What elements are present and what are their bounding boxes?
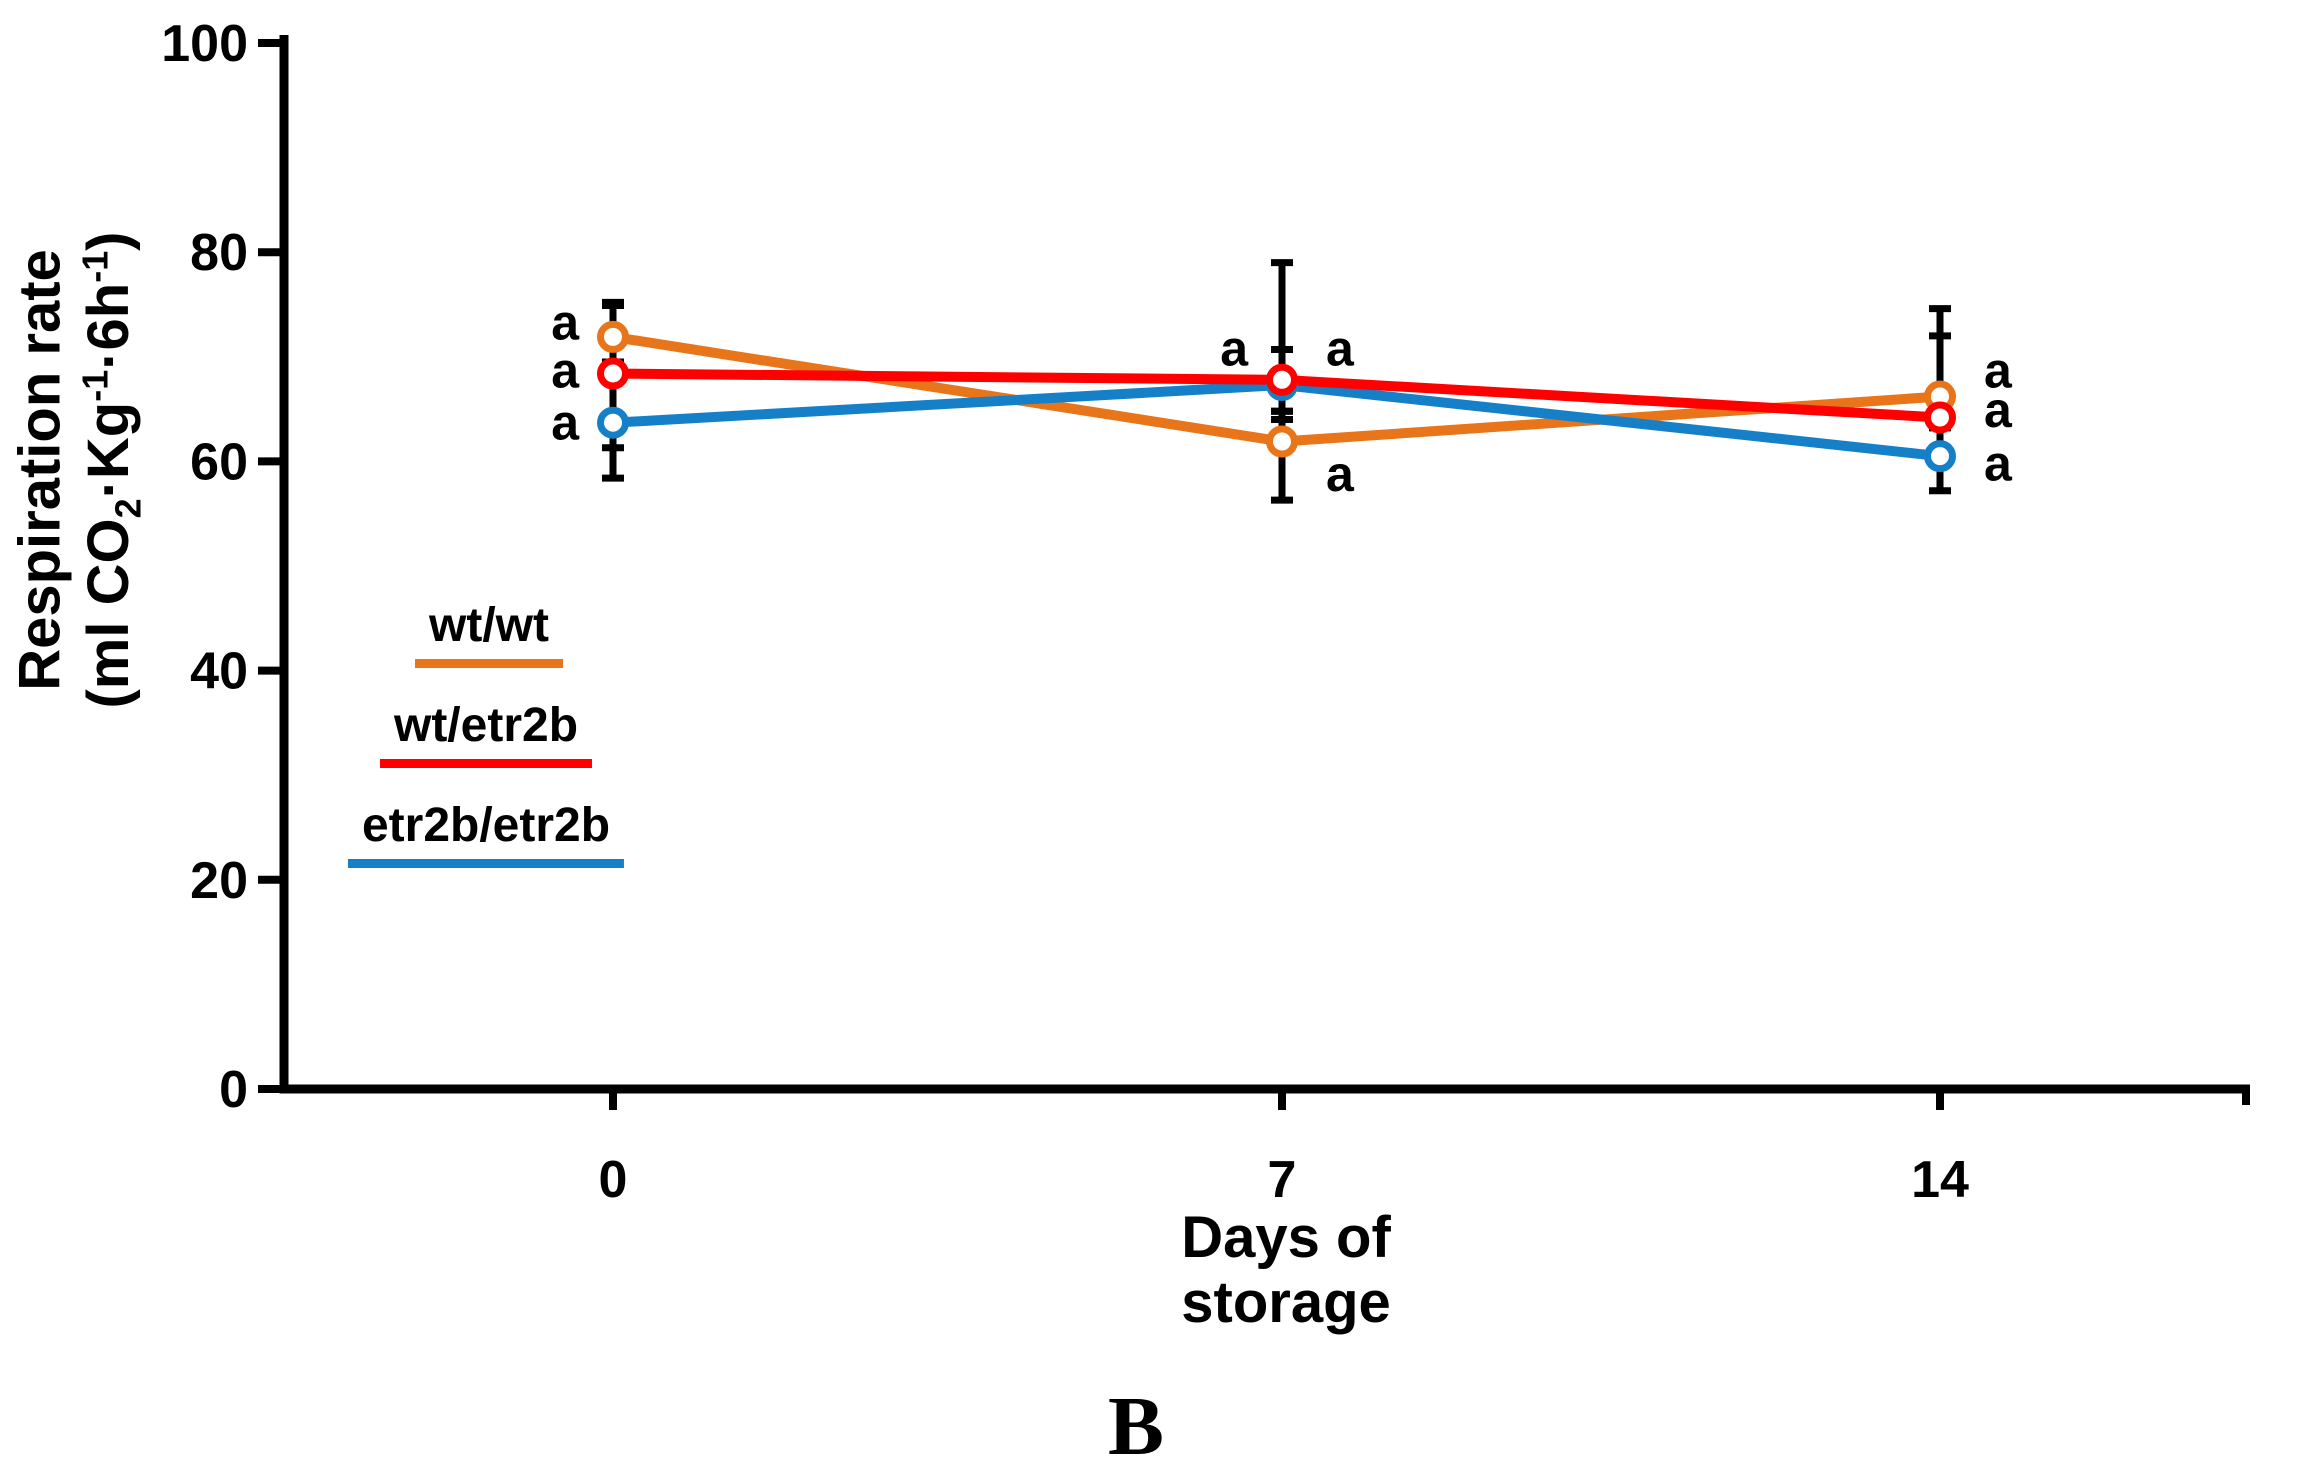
y-axis-tick-label: 60	[190, 433, 248, 491]
y-axis-title-unit: (ml CO2·Kg-1·6h-1)	[74, 231, 149, 709]
data-point-marker-0	[1266, 425, 1298, 458]
sig-label: a	[1326, 446, 1355, 502]
axis-spines	[279, 35, 2250, 1094]
data-point-marker-1	[1266, 363, 1298, 396]
data-point-marker-2	[597, 406, 629, 439]
x-axis-title-line1: Days of	[1181, 1205, 1391, 1270]
sig-label: a	[551, 395, 580, 451]
data-point-marker-1	[597, 357, 629, 390]
sig-label: a	[551, 342, 580, 398]
x-axis-tick-label: 7	[1268, 1151, 1297, 1209]
h-exponent: -1	[74, 250, 116, 283]
kg-exponent: -1	[74, 369, 116, 402]
y-axis-title-line1: Respiration rate	[7, 249, 73, 691]
y-axis-tick-label: 0	[219, 1061, 248, 1119]
sig-label: a	[551, 294, 580, 350]
x-axis-title-line2: storage	[1181, 1269, 1391, 1335]
sig-label: a	[1326, 320, 1355, 376]
y-axis-title: Respiration rate (ml CO2·Kg-1·6h-1)	[8, 231, 149, 708]
data-point-marker-1	[1924, 401, 1956, 434]
x-axis-tick-label: 14	[1911, 1151, 1969, 1209]
legend-label-wt-etr2b: wt/etr2b	[379, 698, 593, 768]
legend-item-wt-etr2b: wt/etr2b	[379, 698, 593, 768]
panel-label: B	[1107, 1380, 1165, 1473]
sig-label: a	[1984, 382, 2013, 438]
y-axis-tick-label: 100	[161, 15, 248, 73]
sig-label: a	[1220, 320, 1249, 376]
legend-label-wt-wt: wt/wt	[415, 598, 563, 668]
y-axis-tick-label: 80	[190, 224, 248, 282]
co2-subscript: 2	[107, 498, 149, 519]
y-axis-tick-label: 20	[190, 852, 248, 910]
sig-label: a	[1984, 435, 2013, 491]
x-axis-title: Days of storage	[1181, 1205, 1391, 1336]
legend-item-etr2b-etr2b: etr2b/etr2b	[347, 798, 625, 868]
data-point-marker-0	[597, 320, 629, 353]
sig-label: a	[1984, 342, 2013, 398]
data-point-marker-2	[1924, 440, 1956, 473]
legend-label-etr2b-etr2b: etr2b/etr2b	[347, 798, 625, 868]
x-axis-tick-label: 0	[599, 1151, 628, 1209]
y-axis-tick-label: 40	[190, 643, 248, 701]
legend-item-wt-wt: wt/wt	[415, 598, 563, 668]
